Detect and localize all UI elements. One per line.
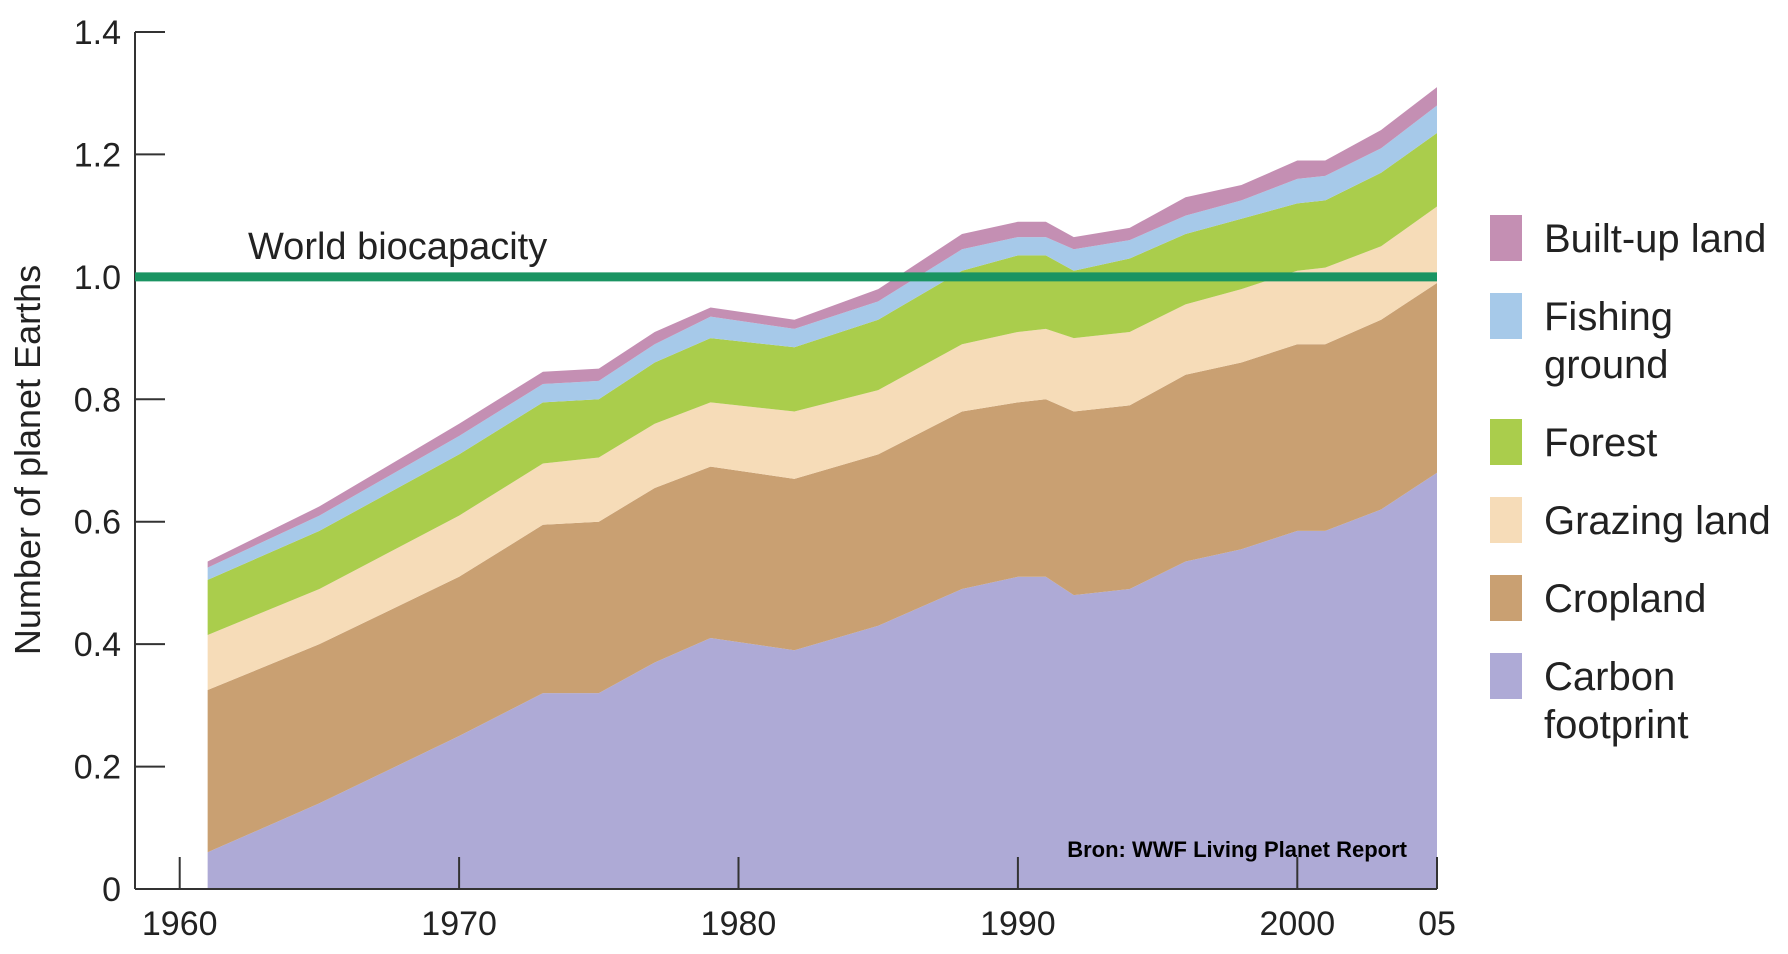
x-tick-label: 1980 — [701, 905, 777, 943]
legend-item: Grazing land — [1490, 497, 1780, 545]
source-note: Bron: WWF Living Planet Report — [1067, 837, 1407, 862]
legend-swatch — [1490, 497, 1522, 543]
legend-label: Carbon footprint — [1544, 655, 1689, 747]
y-tick-label: 0 — [102, 871, 121, 909]
legend-swatch — [1490, 293, 1522, 339]
x-tick-label: 1970 — [421, 905, 497, 943]
y-tick-label: 1.0 — [74, 259, 121, 297]
legend-label: Forest — [1544, 421, 1658, 465]
legend-swatch — [1490, 653, 1522, 699]
y-axis-label: Number of planet Earths — [7, 265, 48, 655]
legend-item: Cropland — [1490, 575, 1780, 623]
area — [207, 282, 1437, 853]
x-tick-label: 2000 — [1259, 905, 1335, 943]
legend-swatch — [1490, 419, 1522, 465]
legend-label: Fishing ground — [1544, 295, 1673, 387]
legend-label: Cropland — [1544, 577, 1707, 621]
area — [207, 206, 1437, 691]
legend-label: Grazing land — [1544, 499, 1771, 543]
legend-item: Fishing ground — [1490, 293, 1780, 389]
legend-item: Forest — [1490, 419, 1780, 467]
legend-swatch — [1490, 575, 1522, 621]
legend-swatch — [1490, 215, 1522, 261]
y-tick-label: 0.2 — [74, 749, 121, 787]
legend-item: Carbon footprint — [1490, 653, 1780, 749]
x-tick-label: 1960 — [142, 905, 218, 943]
x-tick-label: 05 — [1418, 905, 1456, 943]
reference-label: World biocapacity — [248, 226, 547, 268]
legend: Built-up land Fishing ground Forest Grazing… — [1490, 215, 1780, 779]
x-tick-label: 1990 — [980, 905, 1056, 943]
y-tick-label: 0.8 — [74, 381, 121, 419]
legend-item: Built-up land — [1490, 215, 1780, 263]
legend-label: Built-up land — [1544, 217, 1767, 261]
y-tick-label: 1.2 — [74, 136, 121, 174]
y-tick-label: 0.4 — [74, 626, 121, 664]
area — [207, 472, 1437, 889]
y-tick-label: 0.6 — [74, 504, 121, 542]
y-tick-label: 1.4 — [74, 14, 121, 52]
